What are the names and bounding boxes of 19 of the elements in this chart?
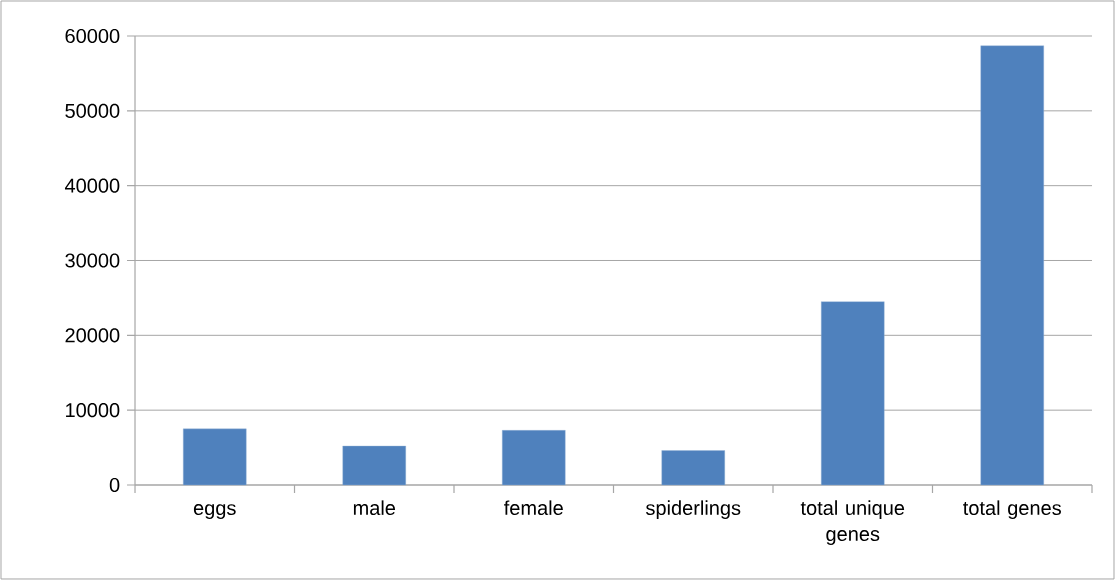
bar [502,430,566,486]
y-tick-label: 60000 [65,28,120,44]
y-tick-label: 50000 [65,103,120,118]
y-tick-label: 40000 [64,178,120,193]
bar [980,45,1044,486]
x-tick-label: spiderlings [646,500,741,520]
x-tick-label: female [504,500,563,516]
y-tick-label: 10000 [66,403,120,418]
bar [821,301,885,486]
y-tick-label: 0 [109,477,120,493]
x-tick-label: total genes [963,500,1061,520]
x-tick-label: total unique genes [800,500,905,546]
x-tick-label: male [353,500,396,516]
y-tick-label: 20000 [65,328,120,343]
bar [661,450,725,486]
bar [183,428,247,486]
bar [342,445,406,486]
x-tick-label: eggs [193,504,236,520]
y-tick-label: 30000 [65,253,120,268]
